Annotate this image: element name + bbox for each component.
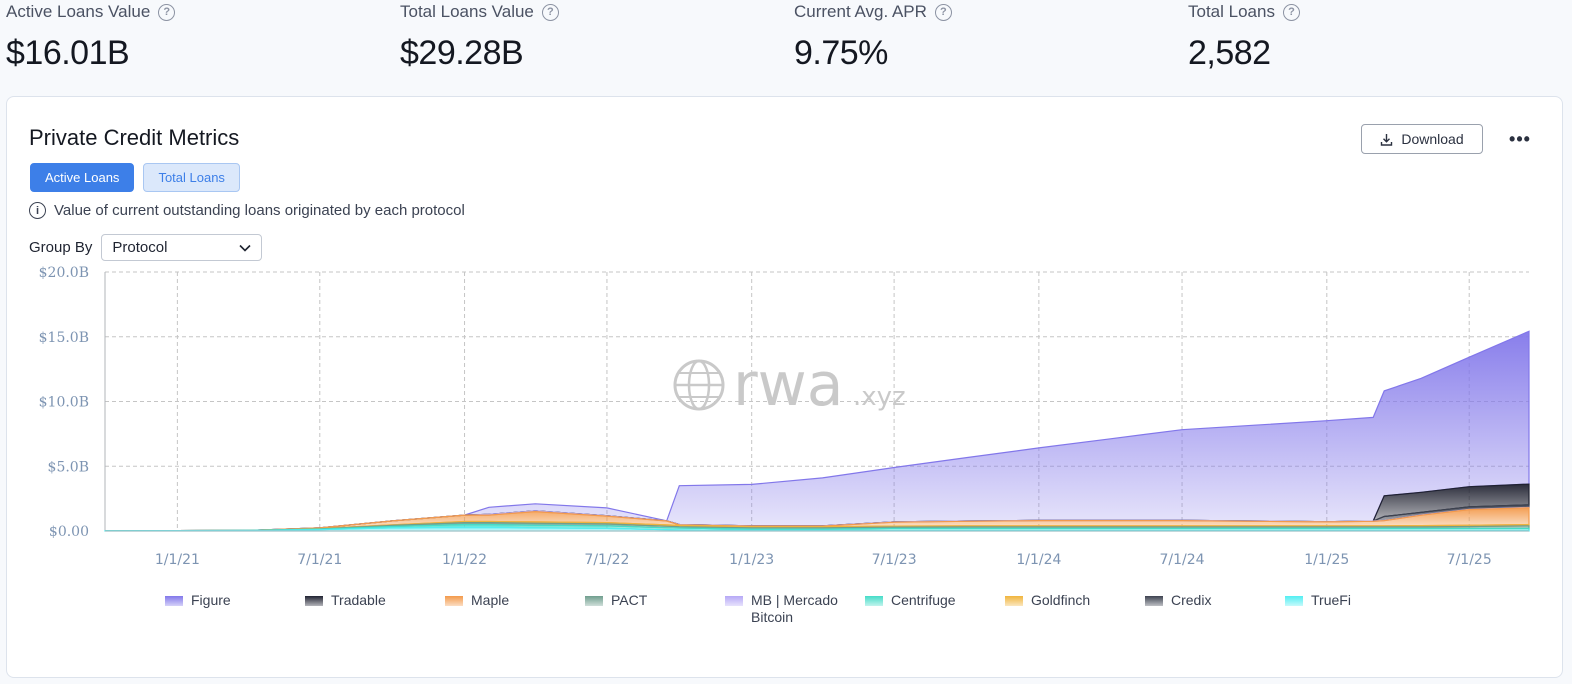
- legend-item-truefi[interactable]: TrueFi: [1285, 592, 1411, 609]
- watermark-suffix: .xyz: [853, 382, 906, 412]
- stat-label: Total Loans: [1188, 2, 1275, 21]
- legend-item-maple[interactable]: Maple: [445, 592, 571, 609]
- x-tick-label: 7/1/25: [1447, 552, 1492, 568]
- help-icon[interactable]: ?: [1282, 3, 1300, 21]
- chart-description: i Value of current outstanding loans ori…: [29, 202, 465, 219]
- x-tick-label: 1/1/22: [442, 552, 487, 568]
- legend-swatch: [865, 596, 883, 606]
- private-credit-metrics-card: Private Credit Metrics Download ••• Acti…: [6, 96, 1563, 678]
- x-tick-label: 1/1/24: [1016, 552, 1061, 568]
- legend-swatch: [445, 596, 463, 606]
- y-tick-label: $10.0B: [39, 395, 89, 411]
- private-credit-chart: $20.0B $15.0B $10.0B $5.0B $0.00 1/1/21 7/1/21…: [39, 265, 1530, 568]
- chart-legend: Figure Tradable Maple PACT MB | Mercado Bitc…: [165, 592, 1515, 632]
- tab-active-loans[interactable]: Active Loans: [30, 163, 135, 192]
- stat-value: $29.28B: [400, 34, 524, 72]
- x-tick-label: 7/1/23: [872, 552, 917, 568]
- stat-value: 9.75%: [794, 34, 888, 72]
- y-tick-label: $0.00: [49, 524, 89, 540]
- legend-item-mb-mercado-bitcoin[interactable]: MB | Mercado Bitcoin: [725, 592, 851, 626]
- x-tick-label: 7/1/22: [584, 552, 629, 568]
- stat-total-loans-value: Total Loans Value? $29.28B: [400, 0, 780, 73]
- metric-tabs: Active Loans Total Loans: [30, 163, 240, 192]
- legend-label: Centrifuge: [891, 592, 956, 608]
- download-icon: [1381, 133, 1393, 146]
- legend-label: TrueFi: [1311, 592, 1351, 608]
- more-options-button[interactable]: •••: [1509, 128, 1531, 149]
- download-label: Download: [1401, 131, 1464, 147]
- x-tick-label: 1/1/21: [155, 552, 200, 568]
- stat-label: Current Avg. APR: [794, 2, 927, 21]
- legend-label: MB | Mercado Bitcoin: [751, 592, 838, 625]
- legend-swatch: [305, 596, 323, 606]
- info-text: Value of current outstanding loans origi…: [54, 202, 465, 219]
- x-tick-label: 7/1/24: [1160, 552, 1205, 568]
- group-by-value: Protocol: [112, 239, 168, 256]
- group-by-select[interactable]: Protocol: [101, 234, 263, 261]
- legend-label: Goldfinch: [1031, 592, 1091, 608]
- legend-item-figure[interactable]: Figure: [165, 592, 291, 609]
- legend-swatch: [1145, 596, 1163, 606]
- legend-label: Figure: [191, 592, 231, 608]
- legend-label: Maple: [471, 592, 510, 608]
- info-icon: i: [29, 202, 46, 219]
- legend-item-tradable[interactable]: Tradable: [305, 592, 431, 609]
- legend-item-pact[interactable]: PACT: [585, 592, 711, 609]
- stat-label: Active Loans Value: [6, 2, 151, 21]
- legend-item-centrifuge[interactable]: Centrifuge: [865, 592, 991, 609]
- help-icon[interactable]: ?: [541, 3, 559, 21]
- stats-bar: Active Loans Value? $16.01B Total Loans …: [0, 0, 1572, 90]
- x-tick-label: 7/1/21: [297, 552, 342, 568]
- stat-active-loans-value: Active Loans Value? $16.01B: [6, 0, 386, 73]
- stat-label: Total Loans Value: [400, 2, 534, 21]
- legend-swatch: [1005, 596, 1023, 606]
- group-by-row: Group By Protocol: [29, 234, 263, 261]
- legend-swatch: [165, 596, 183, 606]
- stat-value: 2,582: [1188, 34, 1271, 72]
- y-tick-label: $20.0B: [39, 265, 89, 281]
- x-tick-label: 1/1/25: [1304, 552, 1349, 568]
- stat-value: $16.01B: [6, 34, 130, 72]
- legend-swatch: [585, 596, 603, 606]
- legend-item-goldfinch[interactable]: Goldfinch: [1005, 592, 1131, 609]
- legend-swatch: [725, 596, 743, 606]
- card-title: Private Credit Metrics: [29, 125, 240, 150]
- download-button[interactable]: Download: [1361, 124, 1483, 154]
- legend-label: Credix: [1171, 592, 1212, 608]
- watermark-text: rwa: [733, 350, 844, 420]
- legend-label: Tradable: [331, 592, 386, 608]
- y-tick-label: $5.0B: [48, 459, 89, 475]
- chevron-down-icon: [239, 244, 251, 252]
- help-icon[interactable]: ?: [158, 3, 176, 21]
- legend-label: PACT: [611, 592, 648, 608]
- y-tick-label: $15.0B: [39, 330, 89, 346]
- x-tick-label: 1/1/23: [729, 552, 774, 568]
- tab-total-loans[interactable]: Total Loans: [143, 163, 240, 192]
- legend-item-credix[interactable]: Credix: [1145, 592, 1271, 609]
- help-icon[interactable]: ?: [934, 3, 952, 21]
- stat-current-avg-apr: Current Avg. APR? 9.75%: [794, 0, 1174, 73]
- group-by-label: Group By: [29, 239, 93, 256]
- legend-swatch: [1285, 596, 1303, 606]
- stat-total-loans: Total Loans? 2,582: [1188, 0, 1568, 73]
